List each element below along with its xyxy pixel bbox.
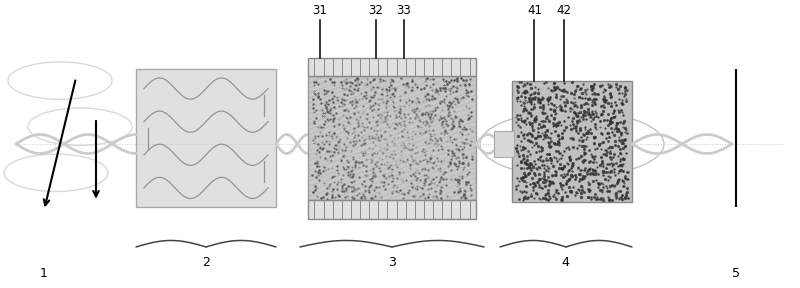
Bar [136,69,276,207]
Bar [308,76,476,200]
Text: 41: 41 [527,4,542,17]
Bar [494,131,514,157]
Text: 1: 1 [40,267,48,280]
Text: 33: 33 [397,4,411,17]
Text: 2: 2 [202,256,210,269]
Text: 4: 4 [562,256,570,269]
Bar [512,81,632,202]
Text: 31: 31 [313,4,327,17]
Text: 3: 3 [388,256,396,269]
Text: 5: 5 [732,267,740,280]
Bar [308,200,476,219]
Text: 32: 32 [369,4,383,17]
Text: 42: 42 [557,4,571,17]
Bar [308,58,476,76]
